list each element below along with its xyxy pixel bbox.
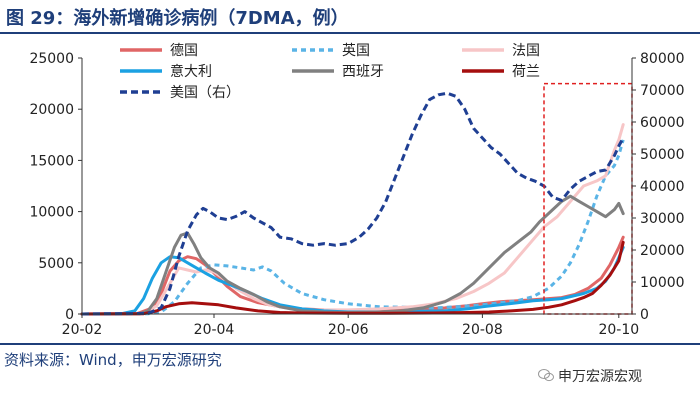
legend-label-德国: 德国	[170, 43, 198, 59]
legend-label-美国（右）: 美国（右）	[170, 85, 240, 101]
series-line-荷兰	[80, 240, 625, 316]
series-line-法国	[80, 123, 625, 316]
right-tick-label: 70000	[640, 83, 685, 99]
left-tick-label: 20000	[29, 102, 74, 118]
x-tick-label: 20-06	[328, 322, 369, 338]
legend-label-荷兰: 荷兰	[512, 64, 540, 80]
right-tick-label: 50000	[640, 147, 685, 163]
footer-divider	[0, 343, 700, 345]
right-tick-label: 20000	[640, 243, 685, 259]
legend-label-法国: 法国	[512, 43, 540, 59]
left-tick-label: 25000	[29, 51, 74, 67]
legend-label-西班牙: 西班牙	[342, 64, 384, 80]
right-tick-label: 30000	[640, 211, 685, 227]
left-tick-label: 15000	[29, 153, 74, 169]
line-chart: 0 5000 10000 15000 20000 25000 0 10000 20000 3000…	[29, 42, 685, 338]
left-tick-label: 0	[65, 307, 74, 323]
title-divider	[0, 32, 700, 34]
right-tick-label: 60000	[640, 115, 685, 131]
chart-title: 图 29：海外新增确诊病例（7DMA，例）	[6, 8, 349, 29]
left-tick-label: 5000	[38, 256, 74, 272]
right-tick-label: 80000	[640, 51, 685, 67]
watermark: 申万宏源宏观	[558, 369, 642, 385]
x-tick-label: 20-08	[462, 322, 503, 338]
x-tick-label: 20-04	[194, 322, 235, 338]
series-line-美国（右）	[81, 91, 625, 316]
x-tick-label: 20-02	[62, 322, 103, 338]
right-tick-label: 0	[640, 307, 649, 323]
wechat-icon	[538, 369, 554, 382]
right-tick-label: 10000	[640, 275, 685, 291]
source-note: 资料来源：Wind，申万宏源研究	[4, 351, 222, 369]
legend-label-英国: 英国	[342, 42, 370, 59]
left-tick-label: 10000	[29, 205, 74, 221]
x-tick-label: 20-10	[598, 322, 639, 338]
legend-label-意大利: 意大利	[170, 63, 212, 80]
right-tick-label: 40000	[640, 179, 685, 195]
